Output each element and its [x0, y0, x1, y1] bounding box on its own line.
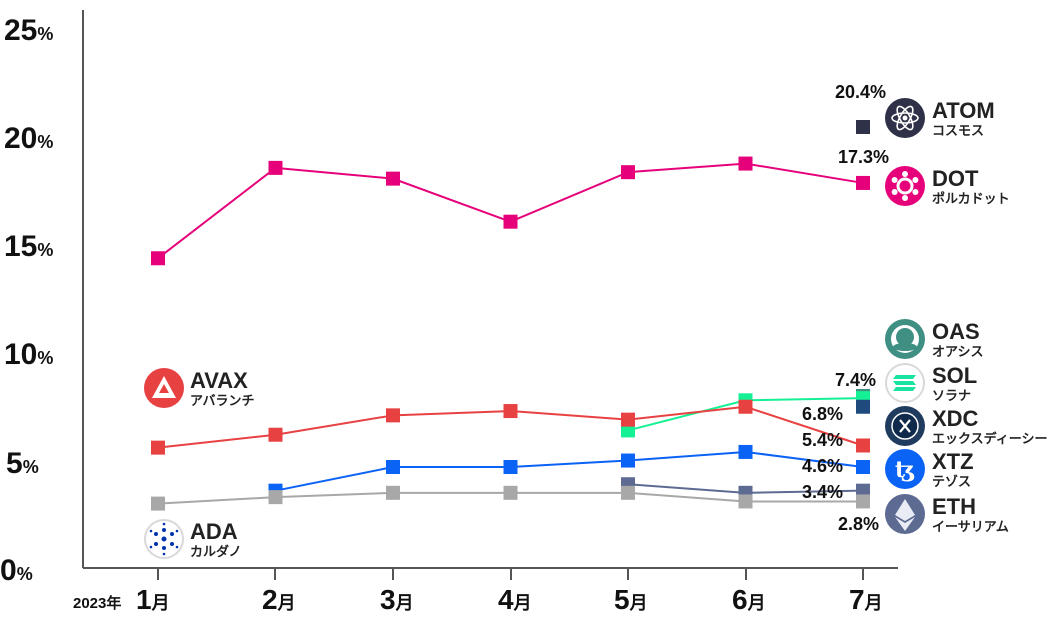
end-value-labels: 20.4% 17.3% 7.4% 6.8% 5.4% 4.6% 3.4% 2.8… — [802, 82, 889, 534]
y-tick-label: 20% — [4, 122, 53, 155]
tezos-icon — [885, 449, 925, 489]
legend-ada: ADA カルダノ — [144, 519, 242, 559]
data-point-ada — [151, 496, 165, 511]
data-point-dot — [386, 171, 400, 186]
legend-symbol: AVAX — [190, 368, 248, 393]
x-tick-label: 5月 — [614, 584, 648, 615]
data-point-avax — [503, 404, 518, 419]
legend-symbol: ETH — [932, 494, 976, 519]
data-point-xtz — [856, 460, 870, 475]
legend-symbol: SOL — [932, 363, 977, 388]
legend-dot: DOT ポルカドット — [885, 166, 1010, 206]
data-point-avax — [621, 412, 635, 427]
x-tick-marks — [157, 568, 864, 580]
data-point-atom — [856, 119, 870, 134]
data-point-xtz — [621, 453, 635, 468]
x-ticks: 2023年 1月 2月 3月 4月 5月 6月 7月 — [73, 584, 883, 615]
data-point-avax — [151, 440, 165, 455]
data-point-dot — [503, 214, 518, 229]
data-point-xtz — [738, 444, 753, 459]
legend-symbol: XTZ — [932, 449, 974, 474]
data-point-dot — [268, 160, 283, 175]
data-point-dot — [151, 251, 165, 266]
y-ticks: 0% 5% 10% 15% 20% 25% — [0, 14, 53, 587]
legend-name: テゾス — [932, 474, 971, 489]
series-line-xtz — [275, 450, 864, 492]
series-line-dot — [157, 162, 864, 260]
series-layer — [151, 119, 870, 511]
legend-symbol: OAS — [932, 319, 980, 344]
data-point-ada — [738, 494, 753, 509]
end-label-sol: 7.4% — [835, 370, 876, 390]
legend-oas: OAS オアシス — [885, 319, 983, 359]
data-point-avax — [738, 399, 753, 414]
x-tick-label: 3月 — [380, 584, 414, 615]
data-point-sol — [621, 423, 635, 438]
end-label-atom: 20.4% — [835, 82, 886, 102]
y-tick-label: 25% — [4, 14, 53, 47]
end-label-eth: 3.4% — [802, 482, 843, 502]
y-tick-label: 5% — [6, 447, 39, 480]
data-point-avax — [856, 438, 870, 453]
legend-eth: ETH イーサリアム — [885, 494, 1009, 534]
data-point-avax — [268, 427, 283, 442]
legend-name: コスモス — [932, 123, 984, 138]
legend-sol: SOL ソラナ — [885, 363, 977, 403]
data-point-avax — [386, 408, 400, 423]
legend-name: エックスディーシー — [932, 431, 1047, 446]
data-point-ada — [386, 485, 400, 500]
x-prefix-label: 2023年 — [73, 594, 121, 612]
data-point-ada — [268, 490, 283, 505]
legend-name: ソラナ — [932, 388, 971, 403]
end-label-avax: 5.4% — [802, 430, 843, 450]
end-label-xdc: 6.8% — [802, 404, 843, 424]
legend-name: オアシス — [932, 344, 983, 359]
x-tick-label: 4月 — [498, 584, 532, 615]
legend-name: アバランチ — [190, 393, 254, 408]
data-point-xtz — [503, 460, 518, 475]
polkadot-icon — [885, 166, 925, 206]
data-point-ada — [621, 485, 635, 500]
data-point-eth — [856, 483, 870, 498]
y-tick-label: 15% — [4, 230, 53, 263]
legend-name: イーサリアム — [932, 519, 1009, 534]
data-point-xtz — [386, 460, 400, 475]
legend-symbol: XDC — [932, 406, 979, 431]
legend-atom: ATOM コスモス — [885, 98, 995, 138]
data-point-ada — [503, 485, 518, 500]
y-tick-label: 0% — [0, 554, 33, 587]
legend-name: カルダノ — [190, 544, 242, 559]
legend-xdc: XDC エックスディーシー — [885, 406, 1047, 446]
data-point-dot — [621, 165, 635, 180]
end-label-ada: 2.8% — [838, 514, 879, 534]
x-tick-label: 1月 — [136, 584, 170, 615]
legend-xtz: ꜩ XTZ テゾス — [885, 449, 974, 489]
x-tick-label: 6月 — [732, 584, 766, 615]
legend-name: ポルカドット — [932, 191, 1010, 206]
data-point-dot — [738, 156, 753, 171]
data-point-xdc — [856, 399, 870, 414]
x-tick-label: 2月 — [262, 584, 296, 615]
svg-text:ꜩ: ꜩ — [895, 457, 915, 483]
end-label-dot: 17.3% — [838, 147, 889, 167]
atom-icon-orbits — [891, 105, 919, 131]
legend-symbol: DOT — [932, 166, 979, 191]
legend-avax: AVAX アバランチ — [144, 368, 254, 408]
data-point-ada — [856, 494, 870, 509]
y-tick-label: 10% — [4, 338, 53, 371]
x-tick-label: 7月 — [849, 584, 883, 615]
data-point-dot — [856, 175, 870, 190]
end-label-xtz: 4.6% — [802, 456, 843, 476]
legend-symbol: ATOM — [932, 98, 995, 123]
legend-symbol: ADA — [190, 519, 238, 544]
